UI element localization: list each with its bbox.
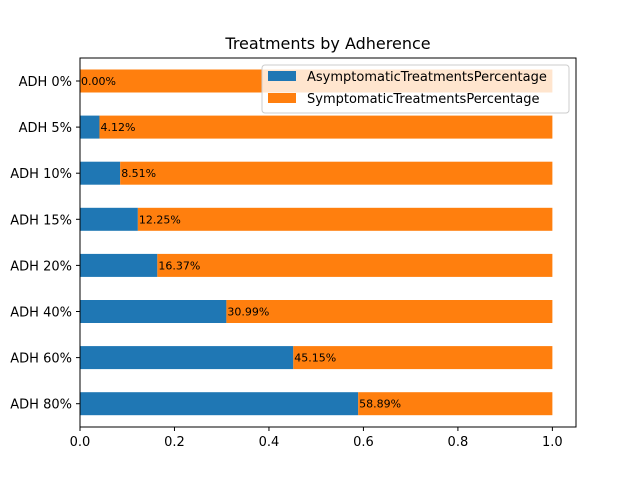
- x-tick-label: 0.8: [448, 435, 469, 450]
- y-tick-label: ADH 0%: [19, 75, 72, 90]
- bars: [80, 69, 553, 416]
- y-tick-label: ADH 40%: [10, 306, 72, 321]
- bar-asymptomatic: [80, 161, 121, 185]
- y-tick-label: ADH 5%: [19, 121, 72, 136]
- x-tick-label: 0.4: [259, 435, 280, 450]
- bar-symptomatic: [226, 300, 553, 323]
- data-label: 16.37%: [158, 259, 200, 272]
- data-label: 58.89%: [359, 398, 401, 411]
- data-label: 30.99%: [227, 306, 269, 319]
- legend-swatch: [268, 93, 296, 103]
- bar-asymptomatic: [80, 115, 100, 139]
- bar-symptomatic: [358, 392, 553, 416]
- bar-asymptomatic: [80, 300, 227, 323]
- bar-asymptomatic: [80, 346, 294, 370]
- bar-asymptomatic: [80, 392, 359, 416]
- y-tick-label: ADH 15%: [10, 213, 72, 228]
- data-label: 4.12%: [100, 121, 135, 134]
- data-label: 45.15%: [294, 352, 336, 365]
- x-tick-label: 0.6: [353, 435, 374, 450]
- legend: AsymptomaticTreatmentsPercentage Symptoma…: [261, 64, 570, 114]
- bar-symptomatic: [293, 346, 553, 370]
- bar-symptomatic: [137, 207, 553, 231]
- y-tick-label: ADH 80%: [10, 398, 72, 413]
- data-labels: 0.00% 4.12% 8.51% 12.25% 16.37% 30.99% 45.15% 5…: [81, 75, 401, 411]
- bar-symptomatic: [120, 161, 553, 185]
- legend-label: AsymptomaticTreatmentsPercentage: [307, 70, 547, 85]
- data-label: 12.25%: [139, 213, 181, 226]
- x-tick-label: 0.0: [70, 435, 91, 450]
- plot-frame: [79, 57, 577, 428]
- x-axis: 0.0 0.2 0.4 0.6 0.8 1.0: [70, 427, 563, 450]
- y-tick-label: ADH 20%: [10, 259, 72, 274]
- bar-symptomatic: [157, 253, 553, 277]
- legend-box: [261, 64, 570, 114]
- data-label: 0.00%: [81, 75, 116, 88]
- bar-asymptomatic: [80, 253, 158, 277]
- bar-symptomatic: [99, 115, 553, 139]
- y-axis: ADH 0% ADH 5% ADH 10% ADH 15% ADH 20% ADH 40%…: [10, 75, 80, 413]
- y-tick-label: ADH 10%: [10, 167, 72, 182]
- bar-asymptomatic: [80, 207, 138, 231]
- x-tick-label: 0.2: [164, 435, 185, 450]
- chart-title: Treatments by Adherence: [224, 34, 430, 53]
- legend-label: SymptomaticTreatmentsPercentage: [307, 92, 539, 107]
- y-tick-label: ADH 60%: [10, 352, 72, 367]
- x-tick-label: 1.0: [542, 435, 563, 450]
- legend-swatch: [268, 71, 296, 81]
- data-label: 8.51%: [121, 167, 156, 180]
